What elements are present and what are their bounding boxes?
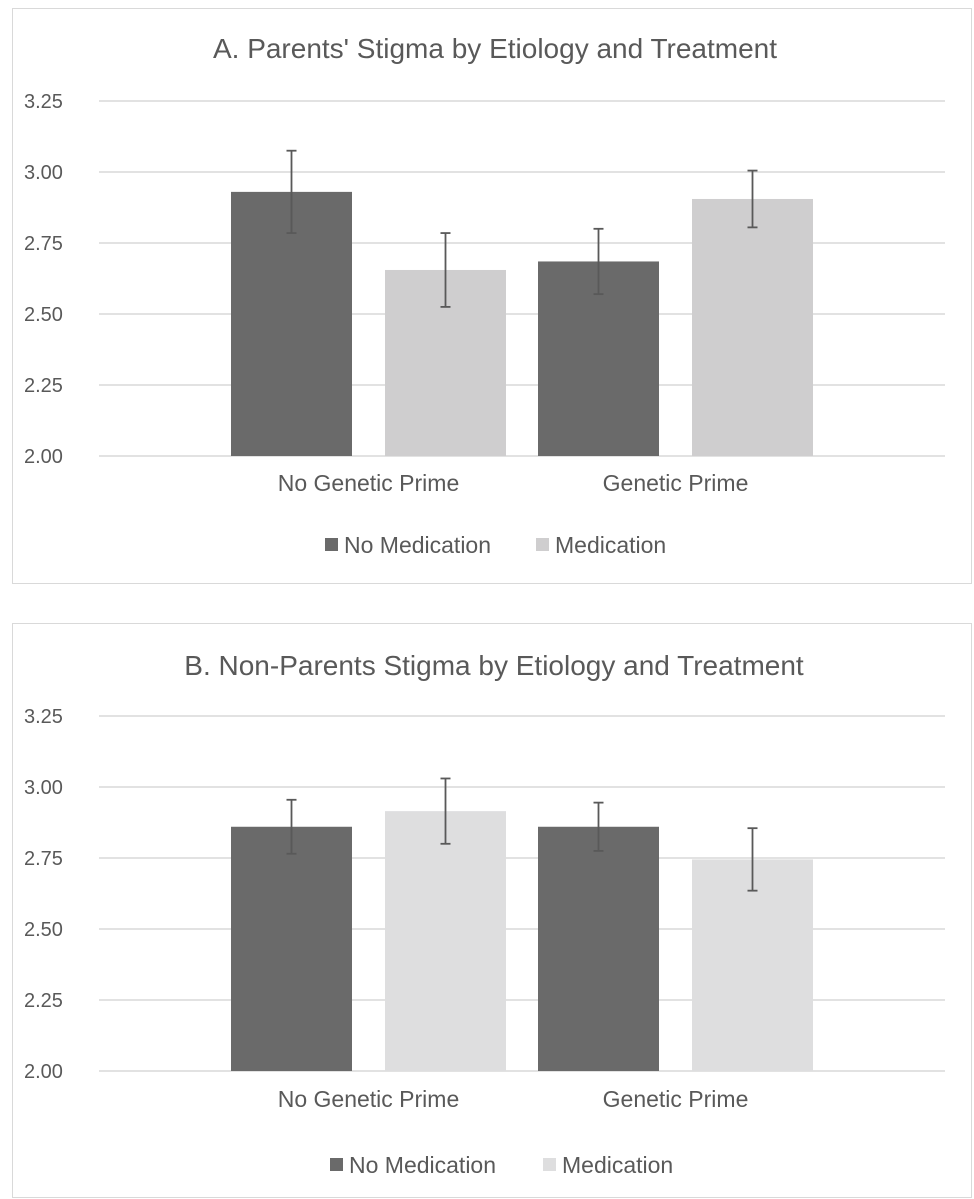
legend-label: Medication [562, 1152, 673, 1178]
y-tick-label: 2.50 [24, 919, 63, 941]
chart-title: B. Non-Parents Stigma by Etiology and Tr… [184, 650, 804, 681]
legend-swatch [543, 1158, 556, 1171]
bar-medication [692, 859, 813, 1071]
chart-b-svg: B. Non-Parents Stigma by Etiology and Tr… [24, 650, 945, 1178]
y-tick-label: 2.75 [24, 233, 63, 255]
y-tick-label: 2.75 [24, 848, 63, 870]
x-category-label: Genetic Prime [603, 470, 749, 496]
chart-title: A. Parents' Stigma by Etiology and Treat… [213, 33, 777, 64]
legend-swatch [330, 1158, 343, 1171]
bar-medication [385, 811, 506, 1071]
y-tick-label: 3.00 [24, 777, 63, 799]
bar-no-medication [231, 191, 352, 456]
legend-swatch [536, 538, 549, 551]
x-category-label: No Genetic Prime [278, 1086, 460, 1112]
bar-no-medication [231, 826, 352, 1071]
chart-a-svg: A. Parents' Stigma by Etiology and Treat… [24, 33, 945, 558]
y-tick-label: 2.50 [24, 304, 63, 326]
chart-panel-a: A. Parents' Stigma by Etiology and Treat… [12, 8, 972, 584]
legend-swatch [325, 538, 338, 551]
y-tick-label: 2.25 [24, 990, 63, 1012]
y-tick-label: 3.25 [24, 91, 63, 113]
bar-no-medication [538, 826, 659, 1071]
x-category-label: No Genetic Prime [278, 470, 460, 496]
y-tick-label: 2.25 [24, 375, 63, 397]
legend-label: No Medication [344, 532, 491, 558]
legend-label: No Medication [349, 1152, 496, 1178]
bar-medication [692, 198, 813, 457]
chart-panel-b: B. Non-Parents Stigma by Etiology and Tr… [12, 623, 972, 1198]
y-tick-label: 2.00 [24, 446, 63, 468]
y-tick-label: 2.00 [24, 1061, 63, 1083]
x-category-label: Genetic Prime [603, 1086, 749, 1112]
y-tick-label: 3.00 [24, 162, 63, 184]
y-tick-label: 3.25 [24, 706, 63, 728]
legend-label: Medication [555, 532, 666, 558]
